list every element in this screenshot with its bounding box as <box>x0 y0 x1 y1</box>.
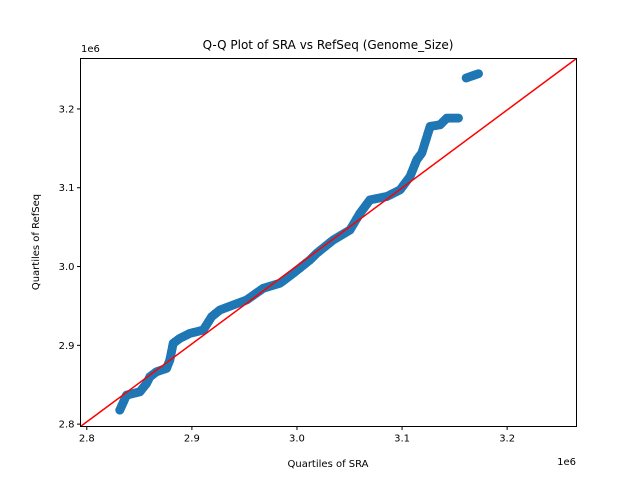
x-offset-label: 1e6 <box>557 457 576 468</box>
x-tick-label: 3.2 <box>499 434 515 445</box>
y-tick-label: 2.8 <box>59 420 75 431</box>
y-tick-label: 3.0 <box>59 262 75 273</box>
x-tick-label: 2.9 <box>184 434 200 445</box>
x-axis: 2.8 2.9 3.0 3.1 3.2 <box>79 426 515 445</box>
data-point <box>473 69 483 79</box>
x-tick-label: 2.8 <box>79 434 95 445</box>
x-tick-label: 3.1 <box>394 434 410 445</box>
x-tick-label: 3.0 <box>289 434 305 445</box>
chart-title: Q-Q Plot of SRA vs RefSeq (Genome_Size) <box>203 38 454 52</box>
x-axis-label: Quartiles of SRA <box>287 459 368 470</box>
y-offset-label: 1e6 <box>81 44 100 55</box>
data-point <box>453 113 463 123</box>
plot-frame <box>80 58 577 427</box>
y-axis: 2.8 2.9 3.0 3.1 3.2 <box>59 104 81 431</box>
data-points <box>115 69 483 415</box>
y-tick-label: 3.1 <box>59 183 75 194</box>
y-axis-label: Quartiles of RefSeq <box>31 194 42 290</box>
y-tick-label: 3.2 <box>59 104 75 115</box>
y-tick-label: 2.9 <box>59 341 75 352</box>
reference-line <box>80 57 577 428</box>
